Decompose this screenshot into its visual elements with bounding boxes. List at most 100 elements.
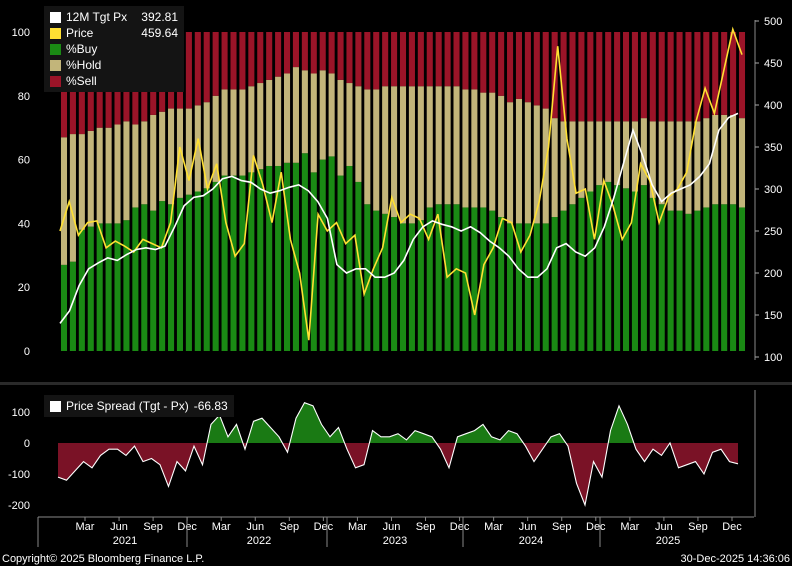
hold-bar <box>417 86 424 221</box>
buy-bar <box>738 207 746 351</box>
sell-bar <box>444 32 451 87</box>
hold-bar <box>382 86 389 214</box>
sell-bar <box>462 32 469 90</box>
hold-bar <box>141 121 148 205</box>
x-axis-month-label: Sep <box>552 521 572 533</box>
hold-bar <box>614 121 621 186</box>
sell-bar <box>203 32 210 103</box>
x-axis-year-label: 2022 <box>247 535 271 547</box>
sell-bar <box>667 32 674 122</box>
buy-bar <box>69 261 76 351</box>
right-axis-tick-label: 250 <box>764 226 782 238</box>
hold-bar <box>444 86 451 205</box>
hold-bar <box>87 130 94 227</box>
sell-bar <box>435 32 442 87</box>
buy-bar <box>471 207 478 351</box>
buy-bar <box>578 197 585 351</box>
hold-bar <box>391 86 398 218</box>
hold-bar <box>649 121 656 198</box>
x-axis-month-label: Jun <box>383 521 401 533</box>
right-axis-tick-label: 350 <box>764 142 782 154</box>
legend-item-sell: %Sell <box>50 73 178 89</box>
legend-value-target: 392.81 <box>141 10 178 24</box>
hold-bar <box>703 118 710 208</box>
hold-bar <box>569 121 576 205</box>
sell-bar <box>221 32 228 90</box>
x-axis-year-label: 2023 <box>383 535 407 547</box>
hold-bar <box>605 121 612 182</box>
sell-bar <box>319 32 326 71</box>
buy-bar <box>194 191 201 351</box>
hold-bar <box>578 121 585 198</box>
sell-bar <box>408 32 415 87</box>
right-axis-tick-label: 200 <box>764 268 782 280</box>
x-axis-month-label: Dec <box>450 521 470 533</box>
sell-bar <box>480 32 487 93</box>
sell-bar <box>391 32 398 87</box>
x-axis-month-label: Mar <box>620 521 639 533</box>
legend-value-spread: -66.83 <box>193 399 228 413</box>
legend-label-hold: %Hold <box>66 58 102 72</box>
right-axis-tick-label: 450 <box>764 58 782 70</box>
hold-bar <box>480 92 487 208</box>
buy-bar <box>141 204 148 351</box>
sell-bar <box>382 32 389 87</box>
buy-bar <box>355 181 362 351</box>
hold-bar <box>283 73 291 163</box>
sell-bar <box>542 32 549 109</box>
hold-bar <box>408 86 415 224</box>
hold-bar <box>239 89 246 176</box>
hold-bar <box>150 114 157 211</box>
left-axis-tick-label: 40 <box>18 218 30 230</box>
panel-separator <box>0 382 792 385</box>
spread-axis-tick-label: 0 <box>24 438 30 450</box>
buy-bar <box>239 175 246 351</box>
buy-bar <box>515 223 523 351</box>
buy-bar <box>426 207 433 351</box>
buy-bar <box>712 204 719 351</box>
spread-axis-tick-label: -200 <box>8 500 30 512</box>
sell-bar <box>498 32 505 96</box>
hold-bar <box>105 127 112 224</box>
hold-bar <box>658 121 665 205</box>
sell-bar <box>685 32 692 122</box>
buy-bar <box>266 165 273 351</box>
price-line <box>59 26 743 341</box>
hold-bar <box>507 102 514 224</box>
sell-bar <box>533 32 540 106</box>
buy-bar <box>453 204 460 351</box>
x-axis-month-label: Dec <box>314 521 334 533</box>
hold-bar <box>203 102 210 189</box>
hold-bar <box>498 95 505 218</box>
right-axis-tick-label: 500 <box>764 16 782 28</box>
x-axis-month-label: Jun <box>519 521 537 533</box>
x-axis-month-label: Dec <box>586 521 606 533</box>
spread-axis-tick-label: -100 <box>8 469 30 481</box>
buy-bar <box>328 156 335 351</box>
legend-label-spread: Price Spread (Tgt - Px) <box>66 399 189 413</box>
sell-bar <box>489 32 496 93</box>
buy-bar <box>614 185 621 351</box>
legend-item-spread: Price Spread (Tgt - Px) -66.83 <box>50 398 228 414</box>
sell-bar <box>346 32 353 84</box>
sell-bar <box>507 32 514 103</box>
buy-bar <box>60 264 68 351</box>
sell-bar <box>230 32 237 90</box>
buy-bar <box>605 181 612 351</box>
buy-bar <box>631 191 638 351</box>
hold-bar <box>551 118 558 218</box>
hold-bar <box>168 108 175 205</box>
legend-label-sell: %Sell <box>66 74 97 88</box>
sell-bar <box>292 32 299 68</box>
buy-bar <box>319 159 326 351</box>
right-axis-tick-label: 400 <box>764 100 782 112</box>
sell-bar <box>185 32 192 109</box>
sell-bar <box>373 32 380 90</box>
sell-bar <box>569 32 576 122</box>
hold-bar <box>346 83 353 166</box>
x-axis-year-label: 2024 <box>519 535 543 547</box>
hold-bar <box>435 86 442 205</box>
hold-bar <box>426 86 433 208</box>
x-axis-month-label: Sep <box>143 521 163 533</box>
sell-bar <box>703 32 710 119</box>
